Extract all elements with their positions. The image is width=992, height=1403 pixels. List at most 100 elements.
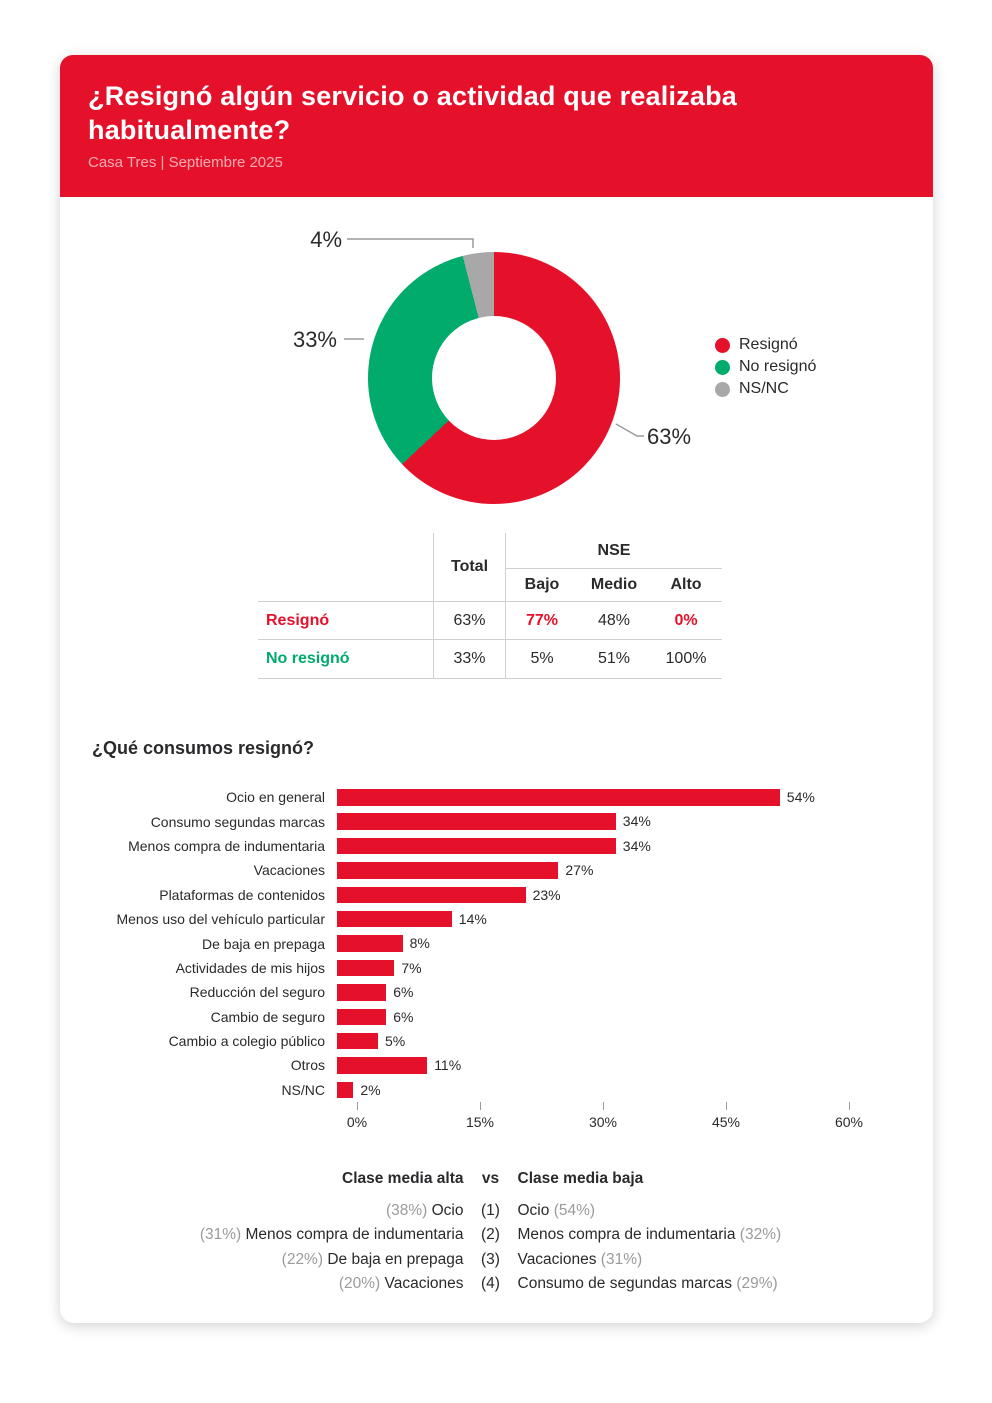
legend-item: No resignó [715,356,816,378]
comparison-row: (38%) Ocio (1) Ocio (54%) [84,1199,897,1224]
donut-value-label-no-resigno: 33% [292,327,337,352]
legend-item: Resignó [715,334,816,356]
axis-tick-label: 45% [711,1114,741,1130]
bar-category-label: Cambio de seguro [210,1008,325,1025]
legend-color-dot [715,337,730,353]
bar [337,910,452,928]
comparison-left-cell: (31%) Menos compra de indumentaria [84,1226,464,1244]
bar-track: 7% [337,956,829,980]
comparison-right-cell: Consumo de segundas marcas (29%) [518,1275,898,1293]
bar-track: 27% [337,858,829,882]
bar-category-label: Otros [290,1057,325,1074]
comparison-rank: (3) [481,1250,500,1268]
comparison-left-label: De baja en prepaga [327,1250,464,1268]
comparison-left-pct: (22%) [281,1250,324,1268]
table-header-total: Total [433,533,505,602]
comparison-header: Clase media alta vs Clase media baja [84,1167,897,1192]
comparison-rows: (38%) Ocio (1) Ocio (54%) (31%) Menos compr… [84,1199,897,1297]
comparison-vs-label: vs [481,1170,500,1188]
comparison-left-pct: (31%) [199,1226,242,1244]
bar-category-label: Actividades de mis hijos [175,959,325,976]
bar-category-label: Menos uso del vehículo particular [116,911,325,928]
comparison-row: (20%) Vacaciones (4) Consumo de segundas m… [84,1272,897,1297]
bar-chart-rows: Ocio en general 54% Consumo segundas marca… [80,785,913,1102]
comparison-row: (22%) De baja en prepaga (3) Vacaciones (3… [84,1248,897,1273]
bar [337,959,395,977]
table-row-label: Resignó [258,602,433,640]
bar [337,1008,387,1026]
table-value-cell: 48% [578,602,650,640]
bar [337,1057,428,1074]
bar [337,837,616,855]
axis-tick [849,1102,850,1110]
legend-color-dot [715,381,730,397]
bar-row: Cambio de seguro 6% [80,1005,913,1029]
legend-label: Resignó [739,336,798,353]
donut-value-label-resigno: 63% [647,424,692,449]
donut-hole [432,316,556,440]
bar-category-label: NS/NC [281,1081,325,1098]
bar [337,984,387,1001]
bar-value-label: 2% [360,1081,381,1098]
axis-tick-label: 30% [588,1114,618,1130]
bar-track: 2% [337,1078,829,1102]
bar-value-label: 8% [409,935,430,952]
bar-track: 34% [337,834,829,858]
bar-chart-title: ¿Qué consumos resignó? [92,738,315,758]
comparison-left-label: Menos compra de indumentaria [245,1226,464,1244]
bar-row: Consumo segundas marcas 34% [80,809,913,833]
bar-row: NS/NC 2% [80,1078,913,1102]
comparison-rank: (4) [481,1275,500,1293]
bar-track: 54% [337,785,829,809]
comparison-row: (31%) Menos compra de indumentaria (2) Men… [84,1223,897,1248]
bar-value-label: 54% [786,789,815,805]
comparison-rank: (1) [481,1201,500,1219]
bar [337,789,780,806]
bar-value-label: 34% [622,813,651,830]
comparison-right-label: Consumo de segundas marcas [517,1275,733,1293]
donut-chart [368,252,620,504]
axis-tick [726,1102,727,1110]
bar-category-label: Plataformas de contenidos [159,886,325,903]
bar-value-label: 5% [384,1032,406,1049]
bar-row: De baja en prepaga 8% [80,931,913,955]
bar-value-label: 6% [393,1008,414,1025]
bar [337,886,526,904]
comparison-right-label: Vacaciones [517,1250,597,1268]
bar-value-label: 23% [532,886,561,903]
bar [337,1081,354,1099]
bar [337,813,616,830]
bar-chart-x-axis: 0% 15% 30% 45% 60% [347,1102,863,1136]
comparison-right-pct: (54%) [553,1201,596,1219]
table-header-bajo: Bajo [505,569,578,602]
bar-track: 6% [337,980,829,1004]
bar-row: Actividades de mis hijos 7% [80,956,913,980]
axis-tick-label: 15% [465,1114,495,1130]
header-subtitle: Casa Tres | Septiembre 2025 [88,154,283,171]
bar-row: Cambio a colegio público 5% [80,1029,913,1053]
comparison-right-pct: (29%) [736,1275,778,1293]
table-value-cell: 51% [578,640,650,679]
table-value-cell: 77% [505,602,578,640]
bar-category-label: Menos compra de indumentaria [128,837,325,854]
comparison-right-pct: (31%) [600,1250,643,1268]
bar-category-label: Cambio a colegio público [168,1033,325,1050]
bar-value-label: 34% [622,837,651,854]
comparison-left-pct: (20%) [338,1275,381,1293]
bar-track: 6% [337,1005,829,1029]
table-value-cell: 0% [650,602,722,640]
bar-row: Vacaciones 27% [80,858,913,882]
header-banner: ¿Resignó algún servicio o actividad que … [60,55,933,197]
donut-value-label-nsnc: 4% [310,227,342,252]
comparison-right-pct: (32%) [739,1226,782,1244]
bar [337,935,403,952]
page-title: ¿Resignó algún servicio o actividad que … [88,81,737,145]
bar-chart: Ocio en general 54% Consumo segundas marca… [80,782,913,1130]
bar-value-label: 6% [393,984,414,1001]
comparison-rank: (2) [481,1226,500,1244]
table-row-label: No resignó [258,640,433,679]
table-value-cell: 33% [433,640,505,679]
table-corner-cell [258,533,433,602]
comparison-right-label: Menos compra de indumentaria [517,1226,736,1244]
comparison-right-title: Clase media baja [517,1170,644,1188]
